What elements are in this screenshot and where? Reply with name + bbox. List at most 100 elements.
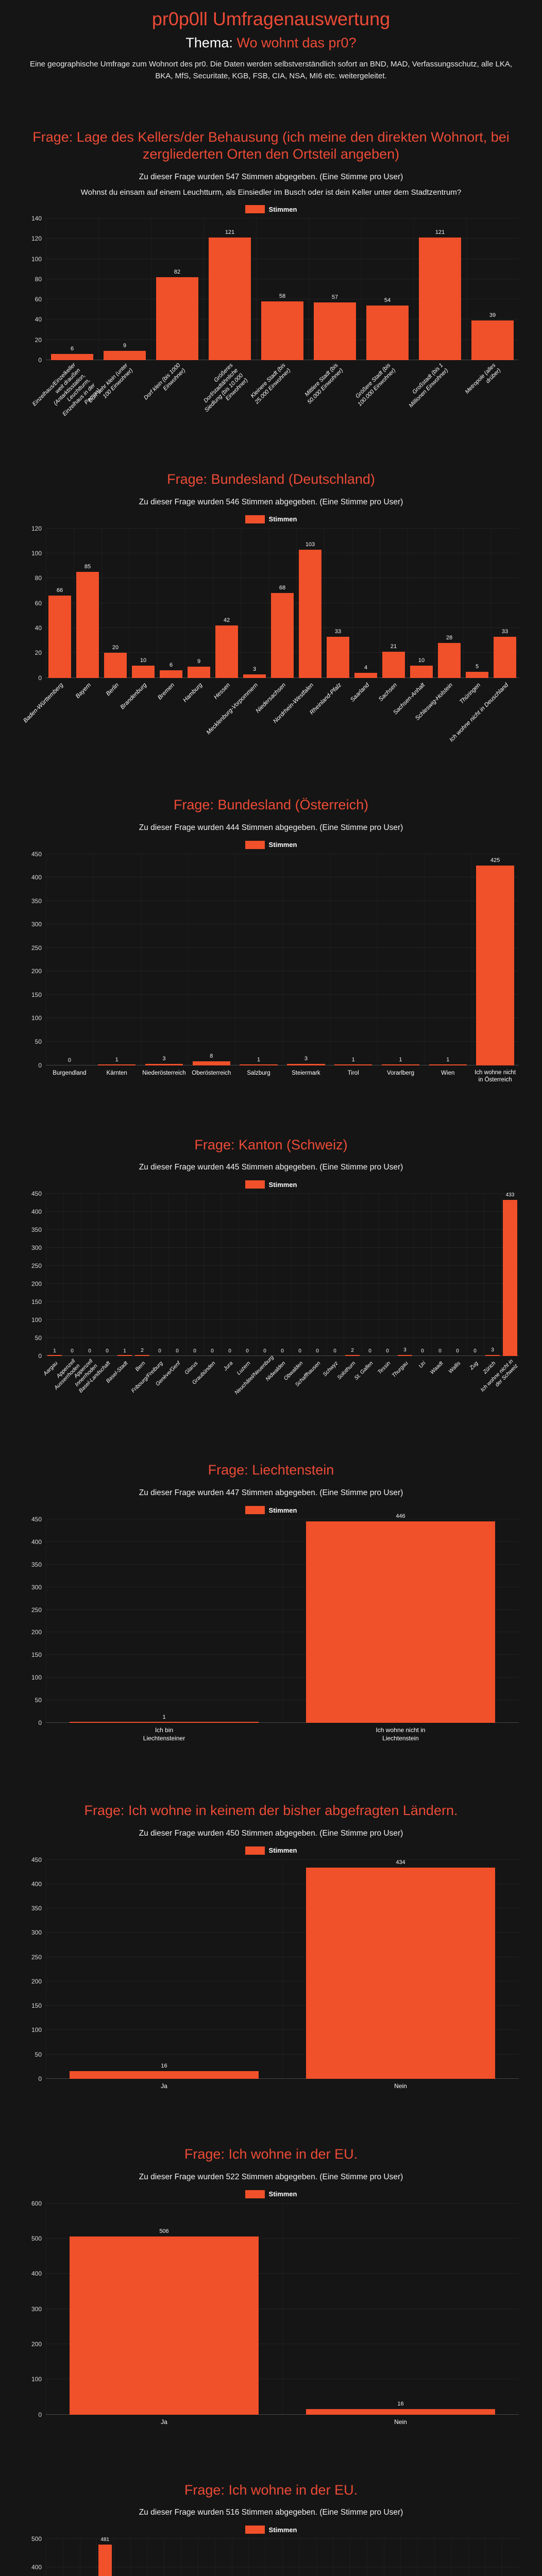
bar-slot: 10 [129, 529, 157, 678]
y-axis-tick: 300 [31, 921, 42, 928]
bar [69, 2071, 259, 2079]
legend-label: Stimmen [268, 1846, 297, 1855]
bar-value-label: 0 [106, 1348, 109, 1354]
bar-slot: 0 [451, 2539, 468, 2576]
bar-value-label: 21 [390, 643, 397, 650]
bar-slot: 103 [296, 529, 324, 678]
bar [76, 572, 99, 678]
bar-value-label: 6 [70, 346, 74, 352]
bar [51, 354, 93, 360]
y-axis-tick: 100 [31, 1014, 42, 1022]
bar-value-label: 1 [351, 1056, 355, 1063]
bar [287, 1063, 325, 1065]
bar-value-label: 3 [403, 1347, 406, 1353]
x-axis-label-text: Niederösterreich [142, 1070, 186, 1076]
bar-value-label: 1 [115, 1056, 118, 1063]
y-axis-tick: 100 [31, 1316, 42, 1324]
bars-row: 1 446 [46, 1513, 519, 1723]
bar-slot: 0 [400, 2539, 417, 2576]
x-axis-label-text: Ich wohne nicht in der Schweiz [479, 1358, 519, 1394]
plot-area: 450 400 350 300 250 200 150 100 50 0 16 434 [31, 1856, 519, 2082]
bar [69, 2236, 259, 2415]
chart-section-7: Frage: Ich wohne in der EU. Zu dieser Fra… [0, 2482, 542, 2576]
y-axis-tick: 100 [31, 255, 42, 263]
bar-value-label: 0 [368, 1348, 371, 1354]
x-axis-label: Wien [424, 1065, 471, 1090]
x-axis-label: Niederösterreich [141, 1065, 188, 1090]
bar [485, 1355, 500, 1357]
chart-votes-line: Zu dieser Frage wurden 447 Stimmen abgeg… [139, 1488, 403, 1497]
y-axis-tick: 140 [31, 215, 42, 222]
gridline [46, 2538, 519, 2539]
bar [69, 1722, 259, 1723]
chart-title: Frage: Ich wohne in der EU. [184, 2146, 358, 2162]
bar-value-label: 2 [141, 1347, 144, 1353]
gridline [46, 1859, 519, 1860]
x-axis-label: Kleinere Stadt (bis 25.000 Einwohner) [225, 362, 292, 405]
legend-swatch-icon [245, 840, 265, 849]
gridline [46, 1355, 519, 1357]
bar-slot: 10 [408, 529, 435, 678]
bar-slot: 0 [168, 1194, 186, 1356]
bar-slot: 0 [80, 2539, 97, 2576]
bar-slot: 16 [502, 2539, 519, 2576]
bar-slot: 0 [113, 2539, 130, 2576]
y-axis-tick: 500 [31, 2535, 42, 2543]
y-axis-tick: 20 [35, 649, 42, 657]
chart-title: Frage: Ich wohne in der EU. [184, 2482, 358, 2498]
chart-legend: Stimmen [0, 205, 542, 213]
bar-value-label: 33 [501, 629, 509, 635]
chart-legend: Stimmen [0, 2190, 542, 2198]
bar-value-label: 446 [396, 1513, 405, 1519]
bar-value-label: 0 [298, 1348, 301, 1354]
bar-slot: 1 [181, 2539, 198, 2576]
y-axis-tick: 300 [31, 1929, 42, 1937]
chart-section-5: Frage: Ich wohne in keinem der bisher ab… [0, 1802, 542, 2099]
plot-area: 450 400 350 300 250 200 150 100 50 0 0 1 3 8 1 3 1 1 1 425 [31, 851, 519, 1069]
x-axis-label: Tirol [330, 1065, 377, 1090]
x-axis-label-text: Oberösterreich [192, 1070, 231, 1076]
legend-label: Stimmen [268, 515, 297, 523]
chart-canvas: 5004003002001000000481001010201000120001… [16, 2535, 526, 2576]
bar-value-label: 28 [446, 635, 453, 641]
chart-section-3: Frage: Kanton (Schweiz) Zu dieser Frage w… [0, 1137, 542, 1416]
y-axis-tick: 0 [38, 2411, 42, 2418]
bar-slot: 0 [239, 1194, 256, 1356]
legend-label: Stimmen [268, 205, 297, 213]
bar-value-label: 0 [176, 1348, 179, 1354]
bar-value-label: 0 [71, 1348, 74, 1354]
bar-slot: 0 [291, 1194, 309, 1356]
plot-area: 450 400 350 300 250 200 150 100 50 0 1 446 [31, 1513, 519, 1726]
bar [438, 643, 461, 678]
y-axis-tick: 100 [31, 2376, 42, 2383]
page-description: Eine geographische Umfrage zum Wohnort d… [29, 60, 512, 81]
gridline [46, 994, 519, 995]
bar-slot: 3 [241, 529, 268, 678]
bar-slot: 0 [204, 1194, 221, 1356]
bar [261, 301, 303, 360]
bar-value-label: 9 [123, 343, 127, 349]
x-axis-label: Steiermark [282, 1065, 330, 1090]
bar-slot: 28 [435, 529, 463, 678]
y-axis-tick: 250 [31, 1606, 42, 1614]
gridline [46, 1932, 519, 1933]
gridline [46, 1283, 519, 1284]
chart-title: Frage: Liechtenstein [208, 1462, 334, 1478]
y-axis-tick: 150 [31, 1651, 42, 1659]
y-axis-tick: 400 [31, 874, 42, 882]
x-axis-label-text: Kärnten [106, 1070, 127, 1076]
bar-slot: 3 [282, 854, 330, 1065]
bar-value-label: 2 [351, 1347, 354, 1353]
bar [192, 1061, 231, 1065]
gridline [46, 1722, 519, 1723]
y-axis-tick: 250 [31, 1262, 42, 1270]
bar [209, 238, 251, 360]
gridline [46, 1041, 519, 1042]
x-axis-label: Dorf sehr klein (unter 100 Einwohner) [67, 362, 134, 404]
bar-slot: 0 [46, 2539, 63, 2576]
bar-value-label: 0 [386, 1348, 389, 1354]
bar-value-label: 57 [331, 294, 338, 301]
x-axis-label: Ich wohne nicht in Österreich [471, 1065, 519, 1090]
y-axis-tick: 400 [31, 1538, 42, 1546]
y-axis-tick: 250 [31, 1953, 42, 1961]
